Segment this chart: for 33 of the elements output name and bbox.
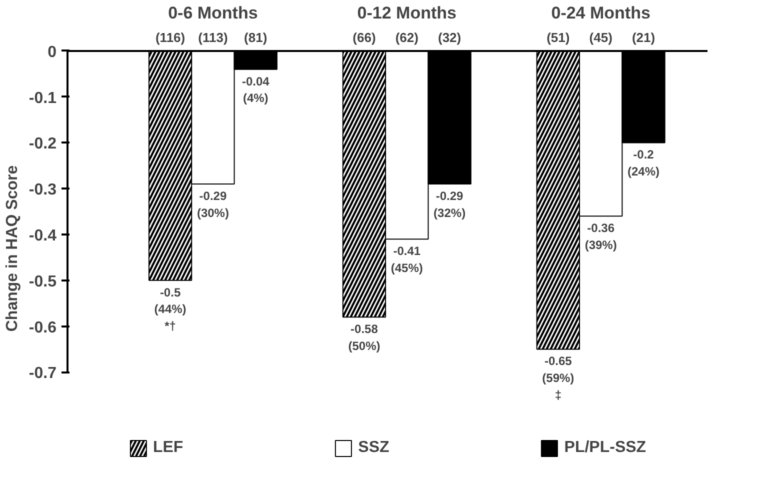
legend-label: SSZ [358,439,390,457]
text: (116) [155,30,186,45]
x-tick-label: 0-24 Months [551,4,650,22]
legend-label: PL/PL-SSZ [564,439,646,457]
text: (45) [589,30,612,45]
data-label: -0.41 (45%) [390,244,423,275]
text: (81) [244,30,268,45]
x-tick-label: 0-6 Months [168,4,258,22]
y-tick-label: 0 [48,44,57,61]
data-label: -0.2 (24%) [627,148,660,179]
data-label: -0.04 (4%) [242,74,270,106]
text: (21) [632,30,656,45]
y-tick-label: -0.7 [28,365,57,382]
y-tick-label: -0.3 [28,182,57,199]
data-label: -0.36 (39%) [584,221,617,252]
text: (66) [352,30,376,45]
text: (62) [395,30,418,45]
y-axis-title: Change in HAQ Score [4,165,21,332]
data-label: -0.5 (44%) *† [154,285,186,333]
legend-label: LEF [152,439,184,457]
y-tick-label: -0.6 [28,319,57,336]
y-tick-label: -0.4 [28,228,57,245]
x-tick-label: 0-12 Months [357,4,456,22]
y-tick-label: -0.2 [28,136,57,153]
text: (113) [198,30,228,45]
y-tick-label: -0.5 [28,273,57,290]
data-label: -0.65 (59%) ‡ [542,354,574,402]
y-tick-label: -0.1 [28,90,57,107]
text: (32) [438,30,462,45]
data-label: -0.29 (30%) [196,189,229,220]
data-label: -0.29 (32%) [434,189,466,220]
text: (51) [546,30,570,45]
data-label: -0.58 (50%) [348,322,380,353]
